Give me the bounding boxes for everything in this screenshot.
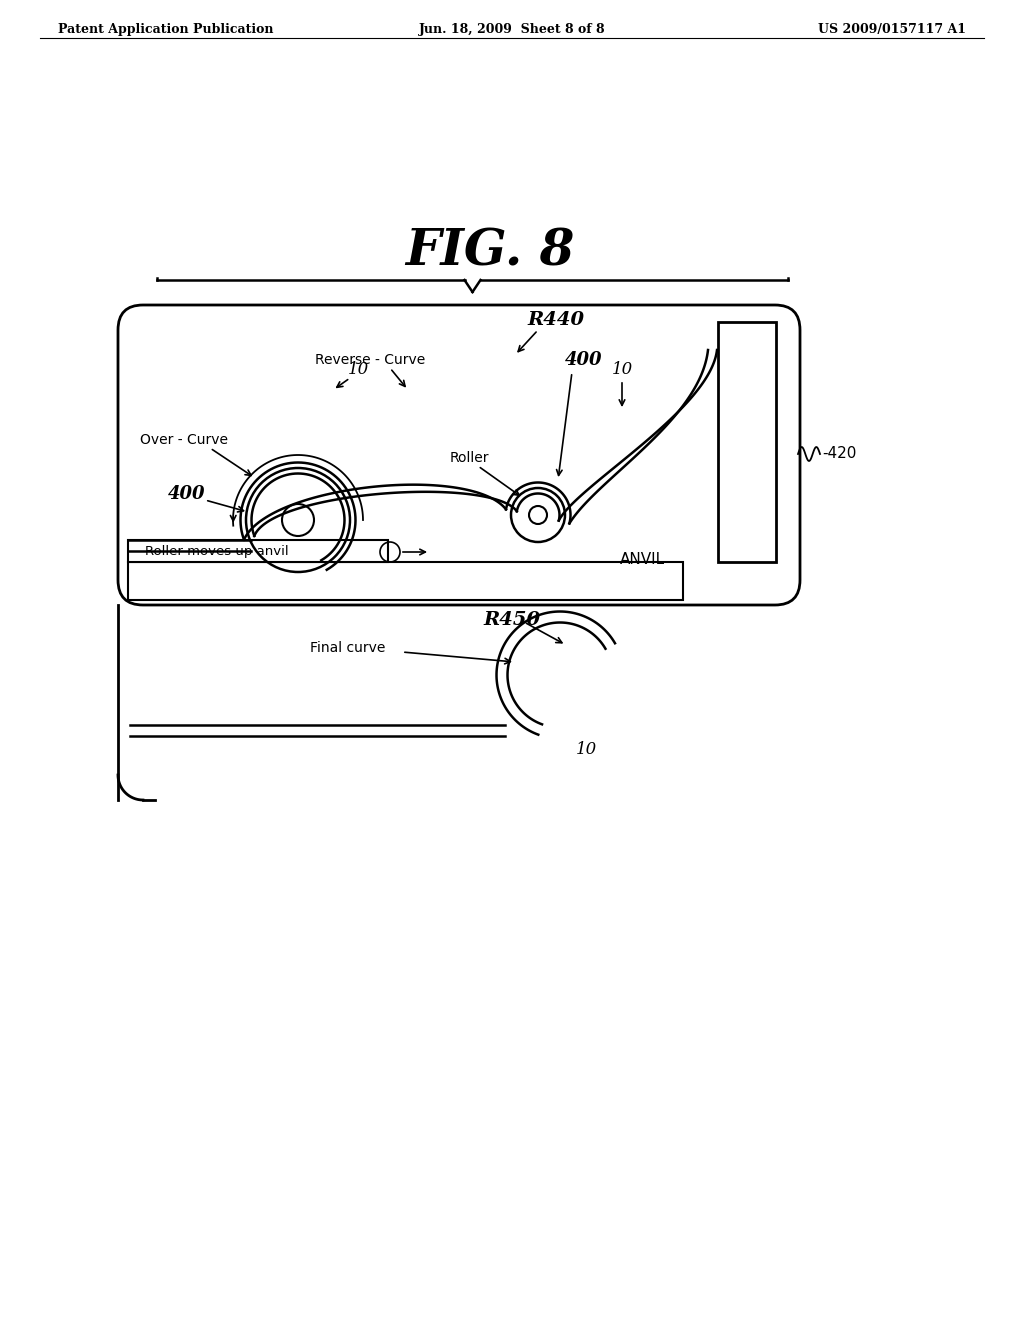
Text: -420: -420 [822,446,856,462]
Text: 10: 10 [612,362,633,379]
Text: R440: R440 [527,312,584,329]
Text: Reverse - Curve: Reverse - Curve [315,352,425,367]
Bar [128,562,683,601]
Text: 10: 10 [575,742,597,759]
Text: FIG. 8: FIG. 8 [406,227,574,276]
Text: Final curve: Final curve [310,642,385,655]
Text: 400: 400 [565,351,602,370]
Text: Patent Application Publication: Patent Application Publication [58,22,273,36]
Text: 10: 10 [348,362,370,379]
Bar [128,540,388,562]
Text: Roller moves up anvil: Roller moves up anvil [145,545,289,558]
FancyBboxPatch shape [118,305,800,605]
Text: Over - Curve: Over - Curve [140,433,228,447]
Text: ANVIL: ANVIL [620,553,666,568]
Text: US 2009/0157117 A1: US 2009/0157117 A1 [818,22,966,36]
Text: 400: 400 [168,484,206,503]
Text: Roller: Roller [450,451,489,465]
Bar [718,322,776,562]
Text: R450: R450 [483,611,541,630]
Text: Jun. 18, 2009  Sheet 8 of 8: Jun. 18, 2009 Sheet 8 of 8 [419,22,605,36]
